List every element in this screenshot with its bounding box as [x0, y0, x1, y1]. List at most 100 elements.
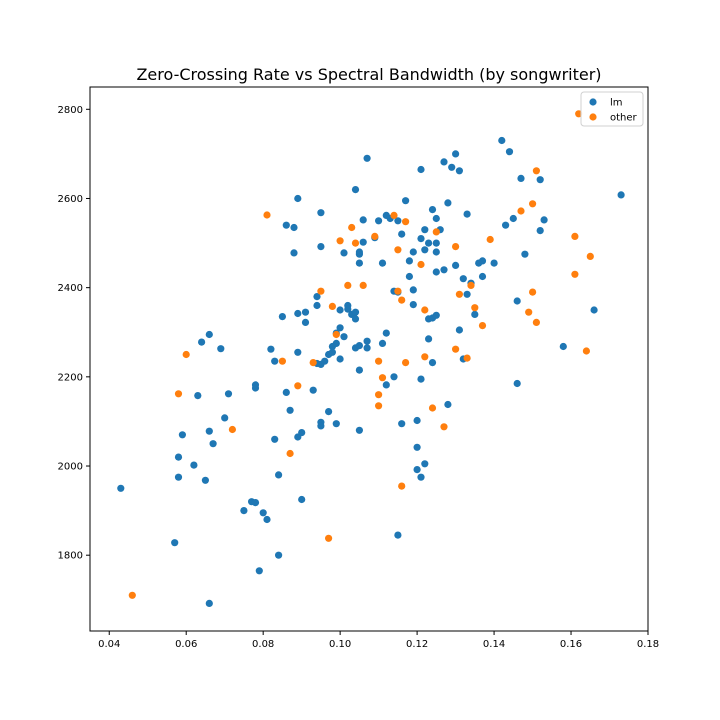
data-point [251, 381, 260, 389]
data-point [171, 539, 179, 547]
data-point [259, 509, 267, 517]
data-point [440, 158, 448, 166]
data-point [294, 382, 302, 390]
data-point [490, 259, 498, 267]
data-point [363, 154, 371, 162]
data-point [440, 266, 448, 274]
data-point [452, 150, 460, 158]
data-point [286, 406, 294, 414]
data-point [286, 449, 294, 458]
data-point [359, 281, 367, 289]
series-lm [117, 136, 625, 608]
data-point [409, 301, 417, 309]
data-point [355, 366, 363, 374]
data-point [382, 329, 390, 337]
data-point [301, 318, 310, 326]
data-point [471, 310, 479, 318]
data-point [444, 199, 452, 207]
data-point [478, 272, 487, 281]
data-point [294, 194, 302, 203]
data-point [359, 216, 367, 224]
data-point [428, 404, 437, 412]
data-point [194, 392, 202, 400]
data-point [402, 218, 410, 226]
data-point [336, 306, 344, 314]
data-point [267, 345, 275, 353]
data-point [452, 345, 460, 353]
data-point [271, 435, 279, 443]
data-point [251, 499, 260, 507]
data-point [617, 191, 625, 199]
x-tick-label: 0.16 [560, 639, 582, 650]
data-point [332, 330, 340, 339]
data-point [409, 248, 417, 256]
data-point [309, 359, 317, 367]
data-point [448, 163, 456, 171]
y-tick-label: 1800 [58, 551, 83, 562]
data-point [205, 427, 213, 435]
data-point [363, 337, 371, 345]
data-point [536, 227, 544, 235]
y-tick-label: 2800 [58, 105, 83, 116]
data-point [421, 353, 429, 361]
data-point [336, 324, 344, 332]
data-point [290, 249, 298, 257]
plot-frame [89, 86, 649, 632]
data-point [536, 176, 544, 184]
data-point [221, 414, 229, 422]
data-point [455, 290, 463, 298]
data-point [240, 507, 248, 515]
data-point [405, 257, 413, 265]
data-point [402, 197, 410, 205]
data-point [328, 348, 336, 356]
data-point [355, 248, 363, 256]
y-tick-label: 2400 [58, 283, 83, 294]
data-point [332, 339, 340, 347]
data-point [275, 471, 283, 479]
data-point [463, 290, 471, 298]
data-point [336, 237, 344, 245]
data-point [317, 209, 325, 217]
data-point [440, 423, 448, 431]
data-point [317, 287, 325, 295]
data-point [413, 443, 421, 451]
data-point [586, 252, 594, 260]
data-point [417, 165, 425, 174]
y-tick-label: 2200 [58, 372, 83, 383]
data-point [325, 408, 333, 416]
data-point [340, 249, 348, 257]
data-point [417, 473, 425, 481]
data-point [328, 302, 336, 310]
data-point [182, 350, 190, 359]
data-point [313, 301, 321, 310]
data-point [455, 326, 463, 334]
data-point [413, 416, 421, 425]
data-point [452, 261, 460, 269]
data-point [282, 221, 290, 229]
data-point [378, 339, 387, 347]
data-point [363, 344, 371, 352]
axes-layer: 0.04 0.06 0.08 0.10 0.12 0.14 0.16 0.18 1800 2000… [58, 105, 660, 650]
data-point [425, 335, 433, 343]
data-point [375, 391, 383, 399]
data-point [432, 239, 440, 247]
data-point [205, 599, 213, 608]
data-point [398, 296, 406, 304]
data-point [313, 293, 321, 301]
data-point [521, 250, 529, 258]
data-point [174, 390, 183, 398]
data-point [294, 348, 302, 356]
data-point [452, 243, 460, 251]
data-point [271, 357, 279, 365]
data-point [174, 473, 183, 481]
data-point [394, 287, 402, 295]
data-point [409, 286, 417, 294]
data-point [317, 243, 325, 251]
data-point [325, 534, 333, 542]
data-point [128, 591, 136, 599]
legend-label-lm: lm [610, 98, 623, 109]
data-point [398, 230, 406, 238]
data-point [463, 210, 471, 218]
data-point [263, 211, 271, 219]
data-point [428, 206, 437, 214]
